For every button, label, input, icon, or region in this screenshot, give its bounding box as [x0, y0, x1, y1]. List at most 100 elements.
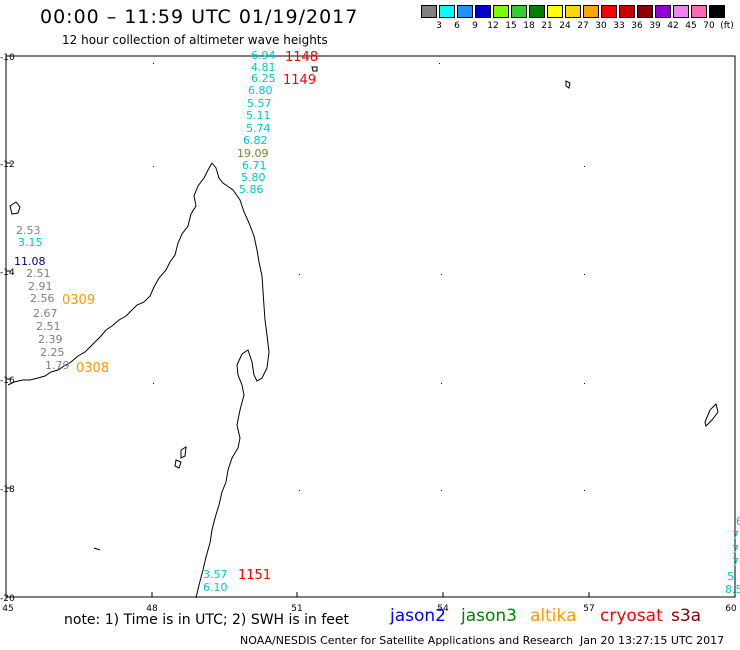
graticule-dots — [153, 63, 585, 491]
wave-height-value: 5.57 — [247, 97, 272, 110]
legend-label: 3 — [436, 21, 442, 31]
lon-label: 48 — [146, 604, 158, 614]
wave-height-value: 5. — [727, 570, 738, 583]
legend-swatch — [475, 5, 491, 18]
island — [704, 403, 719, 427]
island — [565, 80, 571, 89]
legend-label: 15 — [505, 21, 517, 31]
wave-height-value: 5.74 — [246, 122, 271, 135]
legend-label: 6 — [454, 21, 460, 31]
lat-label: -18 — [0, 485, 15, 495]
legend-label: 70 — [703, 21, 715, 31]
wave-height-value: 2.56 — [30, 292, 55, 305]
wave-height-value: 3.15 — [18, 236, 43, 249]
legend-swatch — [583, 5, 599, 18]
footer-note: note: 1) Time is in UTC; 2) SWH is in fe… — [64, 612, 350, 628]
wave-height-value: 6.80 — [248, 84, 273, 97]
wave-height-value: 8.5 — [725, 583, 740, 596]
island — [93, 547, 101, 551]
lat-label: -20 — [0, 594, 15, 604]
legend-unit: (ft) — [720, 21, 734, 31]
legend-swatch — [565, 5, 581, 18]
island — [180, 446, 187, 459]
lon-label: 51 — [291, 604, 302, 614]
legend-label: 12 — [487, 21, 499, 31]
lat-label: -14 — [0, 268, 15, 278]
legend-swatch — [547, 5, 563, 18]
wave-height-value: 4.81 — [251, 61, 276, 74]
legend-swatch — [619, 5, 635, 18]
legend-label: 36 — [631, 21, 643, 31]
satellite-legend-jason3: jason3 — [461, 606, 517, 626]
legend-label: 9 — [472, 21, 478, 31]
satellite-legend-s3a: s3a — [671, 606, 702, 626]
wave-height-value: 2.53 — [16, 224, 41, 237]
wave-height-value: 2.39 — [38, 333, 63, 346]
map-subtitle: 12 hour collection of altimeter wave hei… — [62, 33, 328, 47]
island — [174, 459, 182, 469]
map-frame — [5, 55, 736, 598]
wave-height-value: 5.11 — [246, 109, 271, 122]
lon-label: 60 — [725, 604, 737, 614]
legend-swatch — [493, 5, 509, 18]
wave-height-value: 6 — [736, 515, 740, 528]
legend-swatch — [529, 5, 545, 18]
satellite-legend-altika: altika — [530, 606, 577, 626]
lon-label: 45 — [2, 604, 13, 614]
lat-label: -10 — [0, 53, 15, 63]
generation-timestamp: Jan 20 13:27:15 UTC 2017 — [580, 634, 725, 647]
wave-height-value: 2.51 — [36, 320, 61, 333]
legend-swatch — [457, 5, 473, 18]
wave-height-value: 2.51 — [26, 267, 51, 280]
wave-height-value: 6.10 — [203, 581, 228, 594]
legend-swatch — [673, 5, 689, 18]
axis-ticks — [6, 55, 590, 597]
legend-label: 21 — [541, 21, 553, 31]
wave-height-value: 6.82 — [243, 134, 268, 147]
legend-label: 42 — [667, 21, 679, 31]
wave-height-value: 6.25 — [251, 72, 276, 85]
legend-label: 30 — [595, 21, 607, 31]
legend-swatch — [601, 5, 617, 18]
wave-height-value: 6.94 — [251, 49, 276, 62]
legend-swatch — [655, 5, 671, 18]
legend-swatch — [421, 5, 437, 18]
pass-time-label: 0309 — [62, 293, 95, 308]
wave-height-value: 2.91 — [28, 280, 53, 293]
wave-height-value: 1.79 — [45, 359, 70, 372]
legend-swatch — [691, 5, 707, 18]
legend-swatch — [439, 5, 455, 18]
lat-label: -12 — [0, 160, 15, 170]
pass-time-label: 1149 — [283, 73, 316, 88]
wave-height-value: 5.80 — [241, 171, 266, 184]
madagascar-west-coastline — [7, 162, 213, 386]
map-title: 00:00 – 11:59 UTC 01/19/2017 — [40, 6, 359, 28]
legend-swatch — [637, 5, 653, 18]
satellite-legend-cryosat: cryosat — [600, 606, 663, 626]
wave-height-value: 3.57 — [203, 568, 228, 581]
satellite-legend-jason2: jason2 — [390, 606, 446, 626]
credit-line: NOAA/NESDIS Center for Satellite Applica… — [240, 634, 574, 647]
legend-label: 39 — [649, 21, 661, 31]
wave-height-value: 7. — [732, 543, 740, 556]
wave-height-value: 6.71 — [242, 159, 267, 172]
wave-height-value: 2.25 — [40, 346, 65, 359]
lat-label: -16 — [0, 376, 15, 386]
pass-time-label: 0308 — [76, 361, 109, 376]
island — [9, 201, 21, 215]
island — [311, 66, 318, 72]
wave-height-value: 11.08 — [14, 255, 46, 268]
pass-time-label: 1151 — [238, 568, 271, 583]
wave-height-value: 19.09 — [237, 147, 269, 160]
lon-label: 57 — [583, 604, 594, 614]
lon-label: 54 — [437, 604, 449, 614]
wave-height-value: 2.67 — [33, 307, 58, 320]
pass-time-label: 1148 — [285, 50, 318, 65]
legend-label: 18 — [523, 21, 535, 31]
wave-height-value: 7. — [732, 529, 740, 542]
legend-label: 24 — [559, 21, 571, 31]
legend-label: 33 — [613, 21, 625, 31]
legend-label: 45 — [685, 21, 697, 31]
legend-swatch — [511, 5, 527, 18]
